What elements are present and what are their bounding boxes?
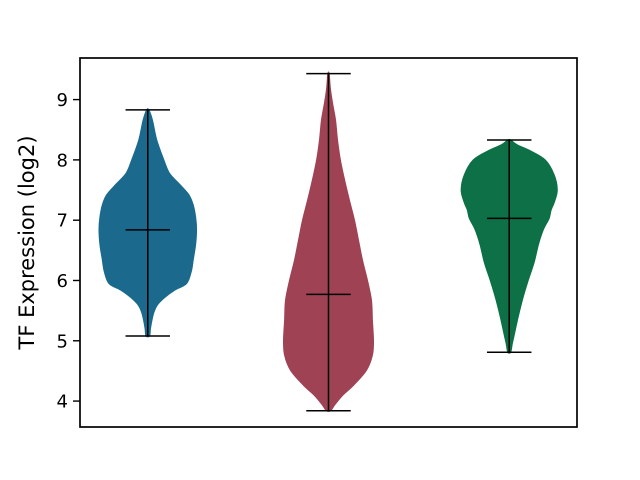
plot-border [79, 57, 578, 428]
y-tick-label-4: 4 [57, 392, 68, 413]
y-tick-label-6: 6 [57, 271, 68, 292]
y-tick-label-9: 9 [57, 90, 68, 111]
y-tick-label-8: 8 [57, 150, 68, 171]
y-axis-label: TF Expression (log2) [15, 135, 39, 350]
y-tick-label-5: 5 [57, 331, 68, 352]
y-tick-label-7: 7 [57, 211, 68, 232]
